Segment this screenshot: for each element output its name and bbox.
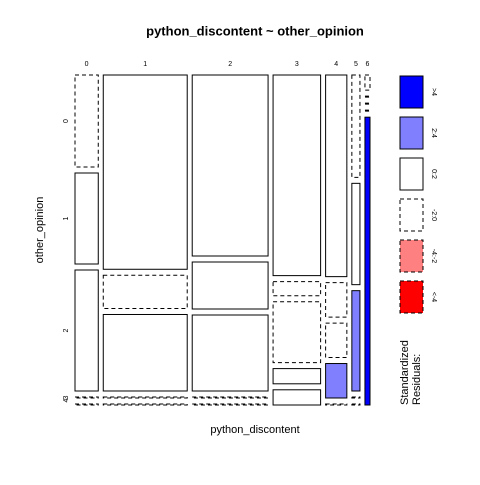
mosaic-cell <box>191 403 269 406</box>
mosaic-cell <box>364 109 371 112</box>
legend-label: 2:4 <box>430 128 437 138</box>
x-axis-label: python_discontent <box>210 424 299 436</box>
legend-title: Standardized <box>399 340 411 405</box>
mosaic-cell <box>351 396 361 399</box>
mosaic-cell <box>325 403 348 406</box>
x-category-label: 5 <box>354 61 358 68</box>
mosaic-cell <box>74 74 99 168</box>
mosaic-cell <box>272 281 322 297</box>
legend-swatch <box>399 75 424 109</box>
mosaic-cell <box>325 363 348 399</box>
mosaic-cell <box>102 274 188 309</box>
y-category-label: 3 <box>63 395 70 399</box>
mosaic-cell <box>74 403 99 406</box>
x-category-label: 6 <box>366 61 370 68</box>
mosaic-cell <box>102 313 188 392</box>
y-category-label: 4 <box>63 398 70 402</box>
legend-swatch <box>399 116 424 150</box>
y-category-label: 2 <box>63 328 70 332</box>
mosaic-cell <box>272 301 322 364</box>
mosaic-cell <box>74 172 99 265</box>
mosaic-cell <box>325 282 348 318</box>
mosaic-cell <box>191 261 269 310</box>
mosaic-cell <box>351 403 361 406</box>
mosaic-cell <box>272 74 322 277</box>
y-category-label: 0 <box>63 119 70 123</box>
mosaic-cell <box>102 403 188 406</box>
legend-swatch <box>399 280 424 314</box>
x-category-label: 4 <box>334 61 338 68</box>
mosaic-cell <box>364 102 371 105</box>
mosaic-cell <box>74 269 99 392</box>
x-category-label: 0 <box>85 61 89 68</box>
y-category-label: 1 <box>63 216 70 220</box>
mosaic-cell <box>364 95 371 98</box>
legend-swatch <box>399 198 424 232</box>
x-category-label: 2 <box>228 61 232 68</box>
mosaic-cell <box>102 396 188 399</box>
x-category-label: 1 <box>143 61 147 68</box>
mosaic-cell <box>74 396 99 399</box>
mosaic-cell <box>191 74 269 257</box>
mosaic-cell <box>272 368 322 385</box>
legend-label: -4:-2 <box>430 249 437 264</box>
legend-swatch <box>399 157 424 191</box>
mosaic-cell <box>191 314 269 392</box>
mosaic-cell <box>102 74 188 270</box>
mosaic-cell <box>351 290 361 392</box>
mosaic-cell <box>325 74 348 278</box>
mosaic-cell <box>325 322 348 359</box>
legend-label: <-4 <box>430 292 437 302</box>
chart-title: python_discontent ~ other_opinion <box>146 23 364 38</box>
legend-swatch <box>399 239 424 273</box>
legend-label: 0:2 <box>430 169 437 179</box>
mosaic-cell <box>351 182 361 286</box>
legend-label: >4 <box>430 88 437 96</box>
y-axis-label: other_opinion <box>34 197 46 264</box>
mosaic-cell <box>364 116 371 406</box>
legend-label: -2:0 <box>430 209 437 221</box>
x-category-label: 3 <box>295 61 299 68</box>
mosaic-cell <box>272 389 322 406</box>
mosaic-cell <box>364 74 371 91</box>
mosaic-cell <box>351 74 361 178</box>
mosaic-cell <box>191 396 269 399</box>
legend-title: Residuals: <box>411 354 423 405</box>
